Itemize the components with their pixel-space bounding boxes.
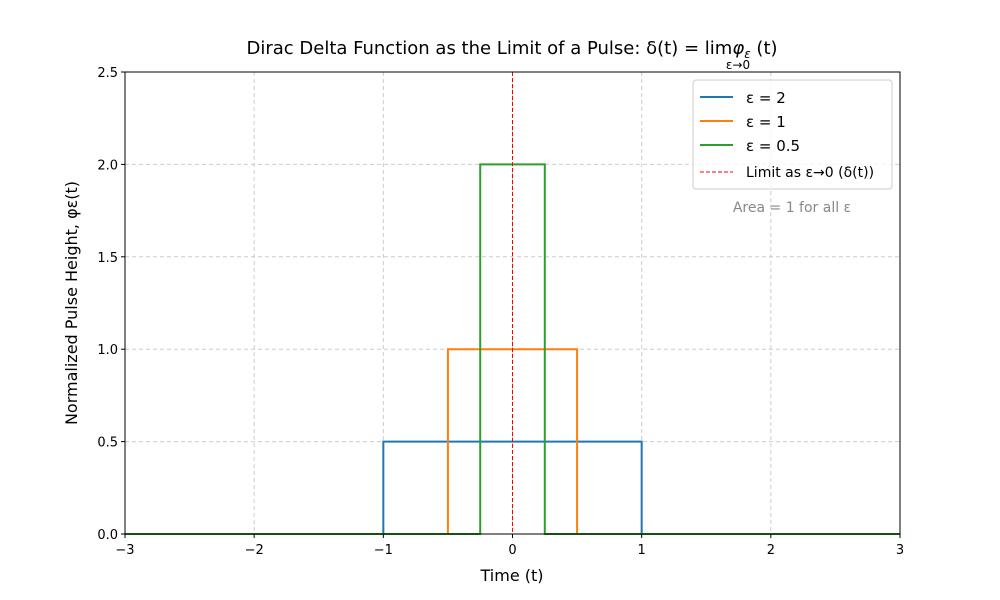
x-tick-label: 3 [896,543,904,558]
x-tick-label: 1 [638,543,646,558]
area-annotation: Area = 1 for all ε [733,200,851,216]
x-axis-label: Time (t) [480,566,544,585]
axis-ticks: −3 −2 −1 0 1 2 3 0.0 0.5 1.0 1.5 2.0 2.5 [97,66,904,558]
y-tick-label: 0.0 [97,528,118,543]
x-tick-label: 2 [767,543,775,558]
legend-label-1: ε = 1 [746,113,786,131]
title-lim-subscript: ε→0 [726,58,750,72]
legend-label-limit: Limit as ε→0 (δ(t)) [746,165,874,181]
y-tick-label: 2.0 [97,158,118,173]
x-tick-label: −3 [115,543,134,558]
y-axis-label: Normalized Pulse Height, φε(t) [62,181,81,425]
y-tick-label: 0.5 [97,436,118,451]
x-tick-label: −2 [245,543,264,558]
legend: ε = 2 ε = 1 ε = 0.5 Limit as ε→0 (δ(t)) [692,79,893,190]
x-tick-label: 0 [508,543,516,558]
y-tick-label: 2.5 [97,66,118,81]
y-tick-label: 1.0 [97,343,118,358]
y-tick-label: 1.5 [97,251,118,266]
legend-label-0: ε = 2 [746,89,786,107]
x-tick-label: −1 [374,543,393,558]
chart-title: Dirac Delta Function as the Limit of a P… [246,38,777,61]
legend-label-2: ε = 0.5 [746,137,800,155]
legend-box [692,79,893,190]
